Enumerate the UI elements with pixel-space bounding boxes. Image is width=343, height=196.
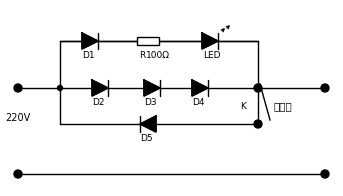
Circle shape [254, 84, 262, 92]
Bar [137, 37, 159, 45]
Circle shape [14, 170, 22, 178]
Circle shape [14, 84, 22, 92]
Text: D3: D3 [144, 98, 156, 107]
Text: LED: LED [203, 51, 221, 60]
Circle shape [321, 84, 329, 92]
Polygon shape [144, 80, 160, 96]
Text: D4: D4 [192, 98, 204, 107]
Text: 电烙鐵: 电烙鐵 [273, 101, 292, 111]
Polygon shape [92, 80, 108, 96]
Polygon shape [202, 33, 218, 49]
Text: D2: D2 [92, 98, 104, 107]
Text: 100Ω: 100Ω [146, 51, 170, 60]
Text: 220V: 220V [5, 113, 30, 123]
Circle shape [256, 85, 260, 91]
Circle shape [321, 170, 329, 178]
Text: R: R [139, 51, 145, 60]
Text: D1: D1 [82, 51, 94, 60]
Text: D5: D5 [140, 134, 152, 143]
Polygon shape [192, 80, 208, 96]
Polygon shape [82, 33, 98, 49]
Text: K: K [240, 102, 246, 111]
Circle shape [58, 85, 62, 91]
Polygon shape [140, 116, 156, 132]
Circle shape [254, 120, 262, 128]
